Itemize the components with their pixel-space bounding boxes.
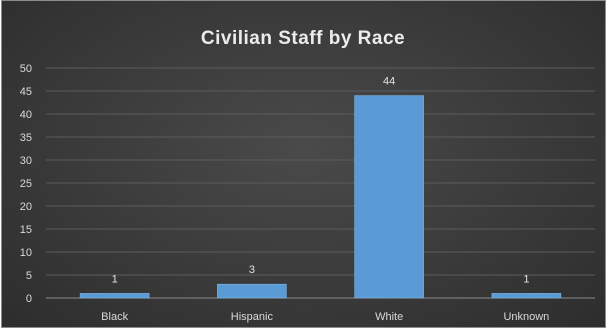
data-label: 1 — [523, 273, 529, 285]
bar-hispanic — [217, 283, 287, 299]
y-tick-label: 15 — [20, 224, 32, 236]
data-labels: 1 3 44 1 — [112, 76, 530, 286]
data-label: 1 — [112, 273, 118, 285]
gridlines — [46, 67, 595, 299]
bar-black — [79, 293, 150, 299]
x-tick-label: Black — [101, 311, 128, 323]
bar-white — [354, 95, 424, 299]
y-tick-label: 10 — [20, 247, 32, 259]
y-tick-label: 0 — [26, 293, 32, 305]
x-axis: Black Hispanic White Unknown — [101, 311, 549, 323]
y-tick-label: 40 — [20, 109, 32, 121]
y-tick-label: 35 — [20, 132, 32, 144]
y-tick-label: 20 — [20, 201, 32, 213]
bar-unknown — [491, 293, 562, 299]
y-tick-label: 50 — [20, 63, 32, 75]
y-tick-label: 30 — [20, 155, 32, 167]
chart-title: Civilian Staff by Race — [201, 28, 405, 49]
bars — [79, 95, 562, 299]
x-tick-label: White — [375, 311, 403, 323]
data-label: 44 — [383, 76, 395, 88]
data-label: 3 — [249, 264, 255, 276]
x-tick-label: Unknown — [503, 311, 549, 323]
y-tick-label: 45 — [20, 86, 32, 98]
y-tick-label: 25 — [20, 178, 32, 190]
y-tick-label: 5 — [26, 270, 32, 282]
x-tick-label: Hispanic — [231, 311, 274, 323]
y-axis: 0 5 10 15 20 25 30 35 40 45 50 — [20, 63, 32, 305]
